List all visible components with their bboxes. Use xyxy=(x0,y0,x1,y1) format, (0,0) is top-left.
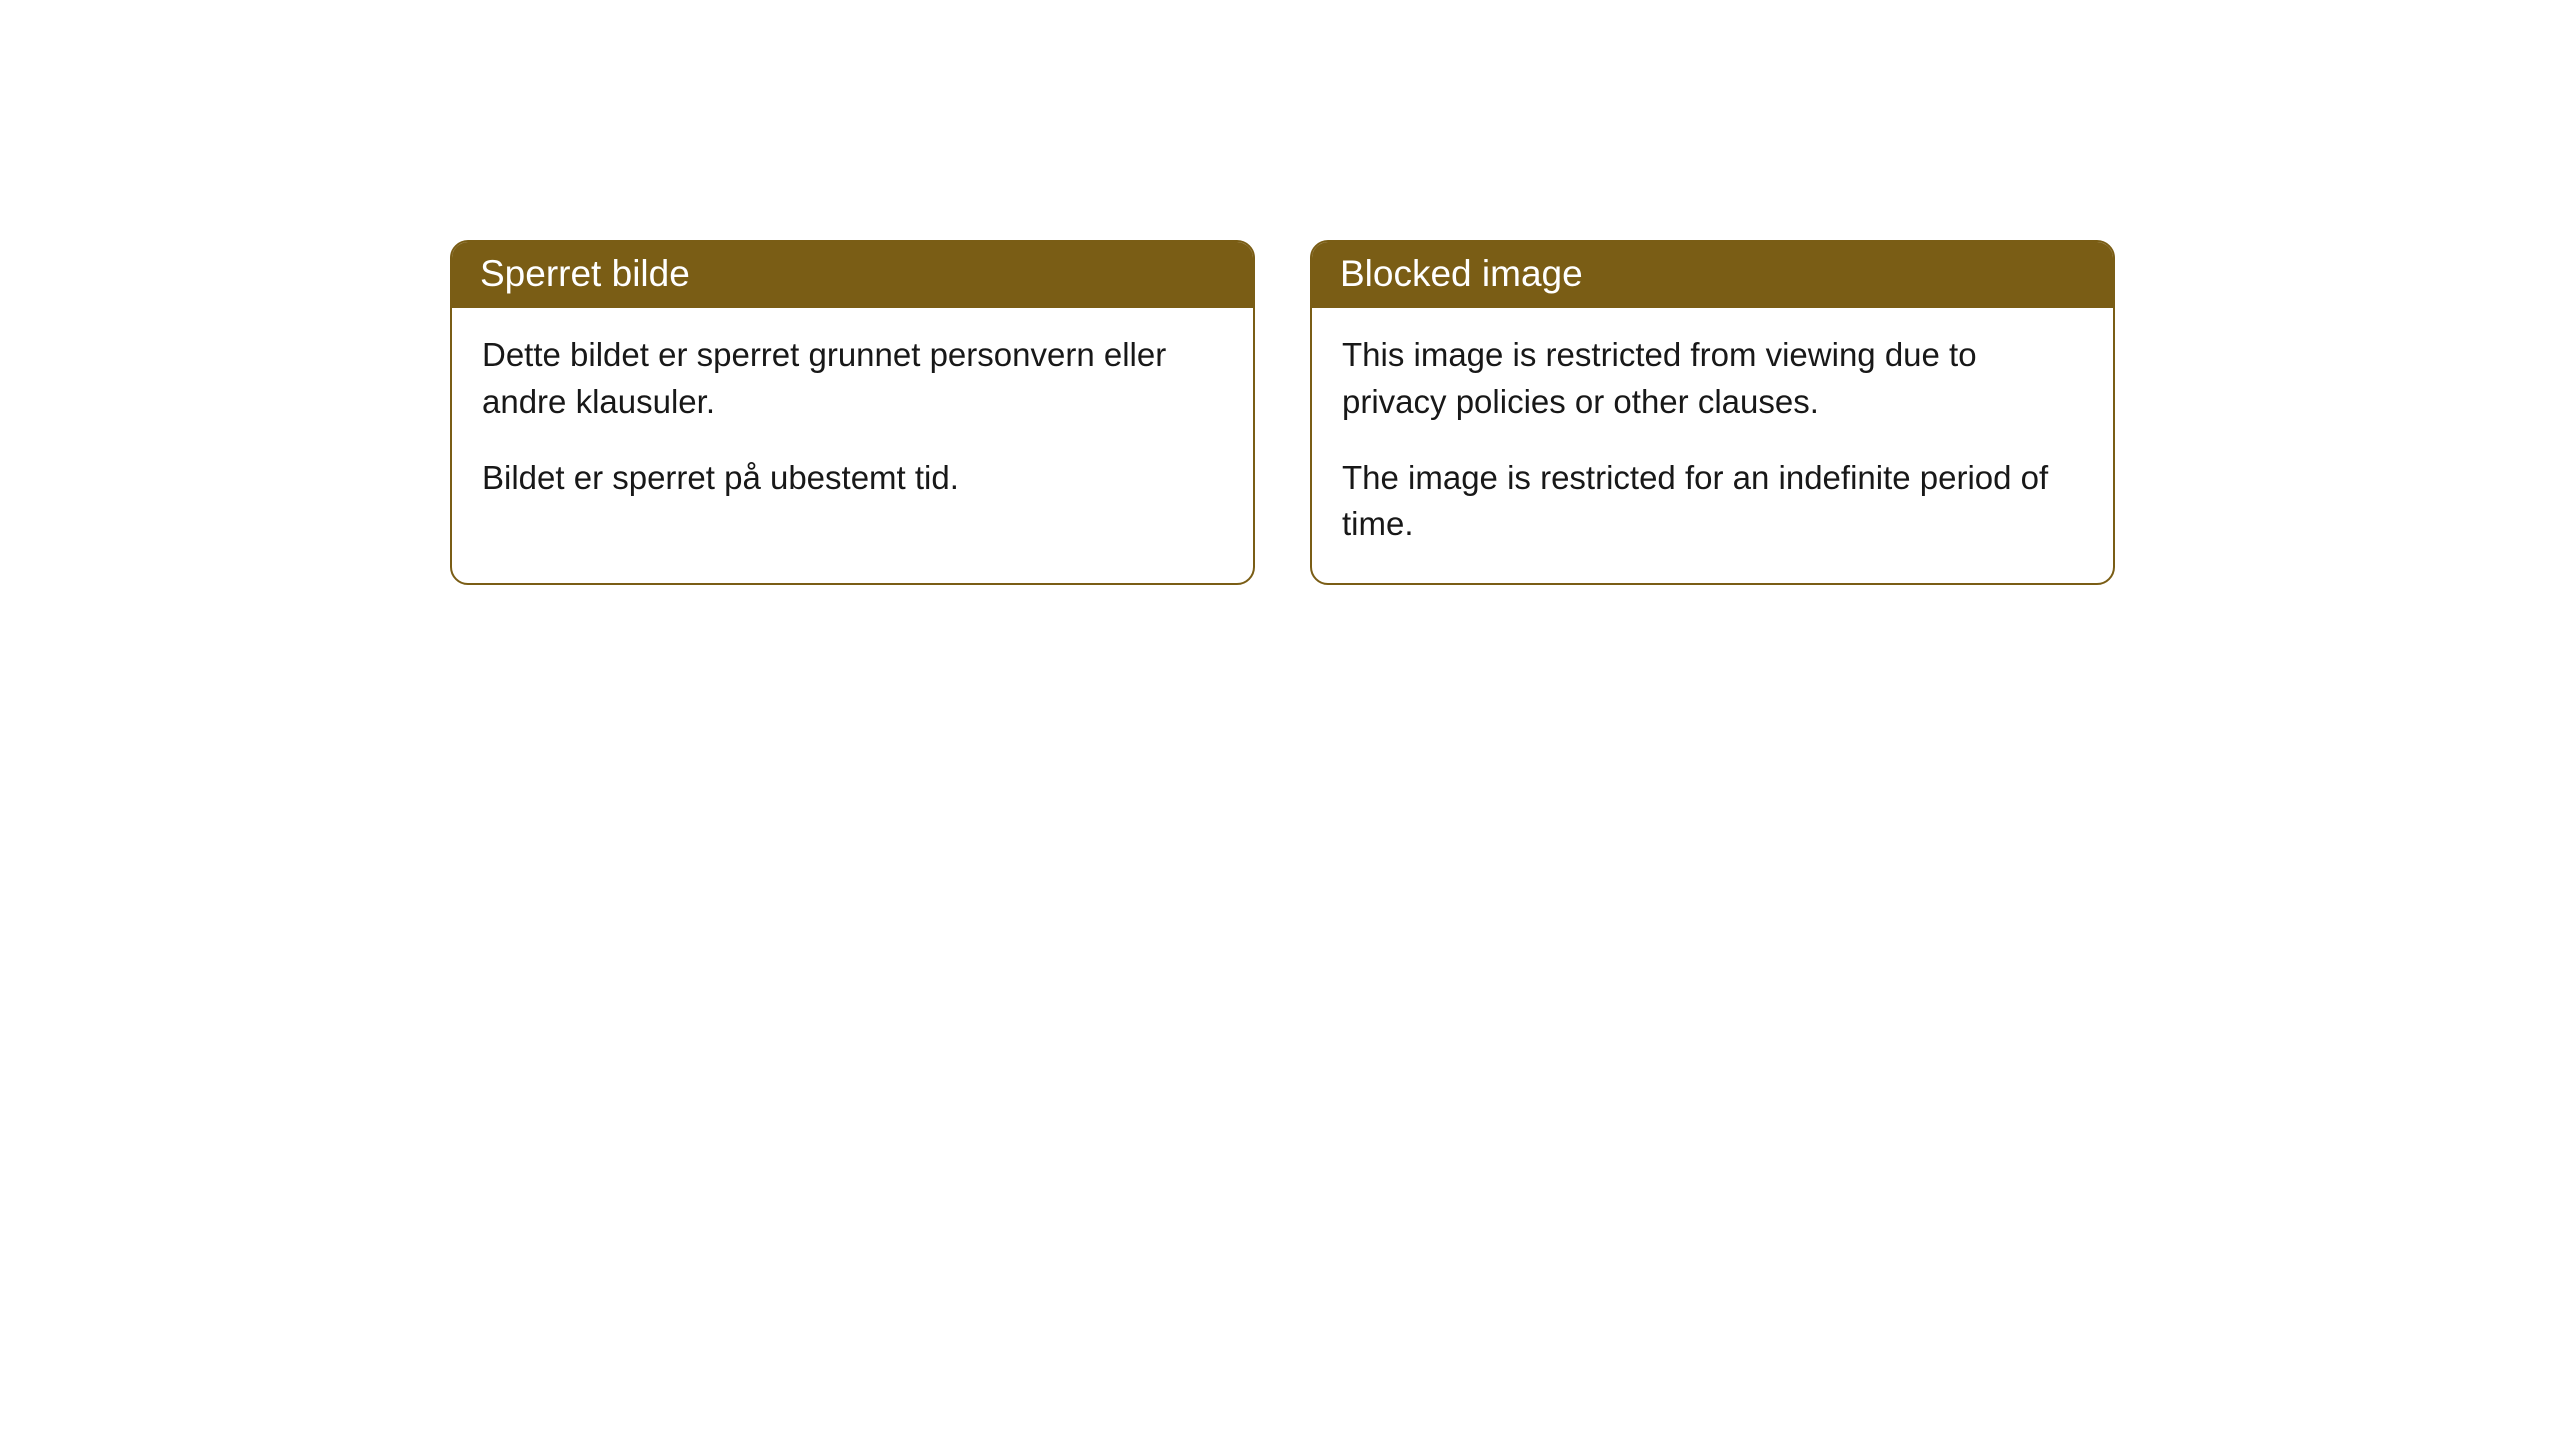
card-paragraph: This image is restricted from viewing du… xyxy=(1342,332,2083,424)
card-header: Sperret bilde xyxy=(452,242,1253,308)
card-body: This image is restricted from viewing du… xyxy=(1312,308,2113,583)
notice-cards-container: Sperret bilde Dette bildet er sperret gr… xyxy=(450,240,2115,585)
notice-card-english: Blocked image This image is restricted f… xyxy=(1310,240,2115,585)
card-paragraph: Bildet er sperret på ubestemt tid. xyxy=(482,455,1223,501)
notice-card-norwegian: Sperret bilde Dette bildet er sperret gr… xyxy=(450,240,1255,585)
card-paragraph: The image is restricted for an indefinit… xyxy=(1342,455,2083,547)
card-body: Dette bildet er sperret grunnet personve… xyxy=(452,308,1253,537)
card-paragraph: Dette bildet er sperret grunnet personve… xyxy=(482,332,1223,424)
card-header: Blocked image xyxy=(1312,242,2113,308)
